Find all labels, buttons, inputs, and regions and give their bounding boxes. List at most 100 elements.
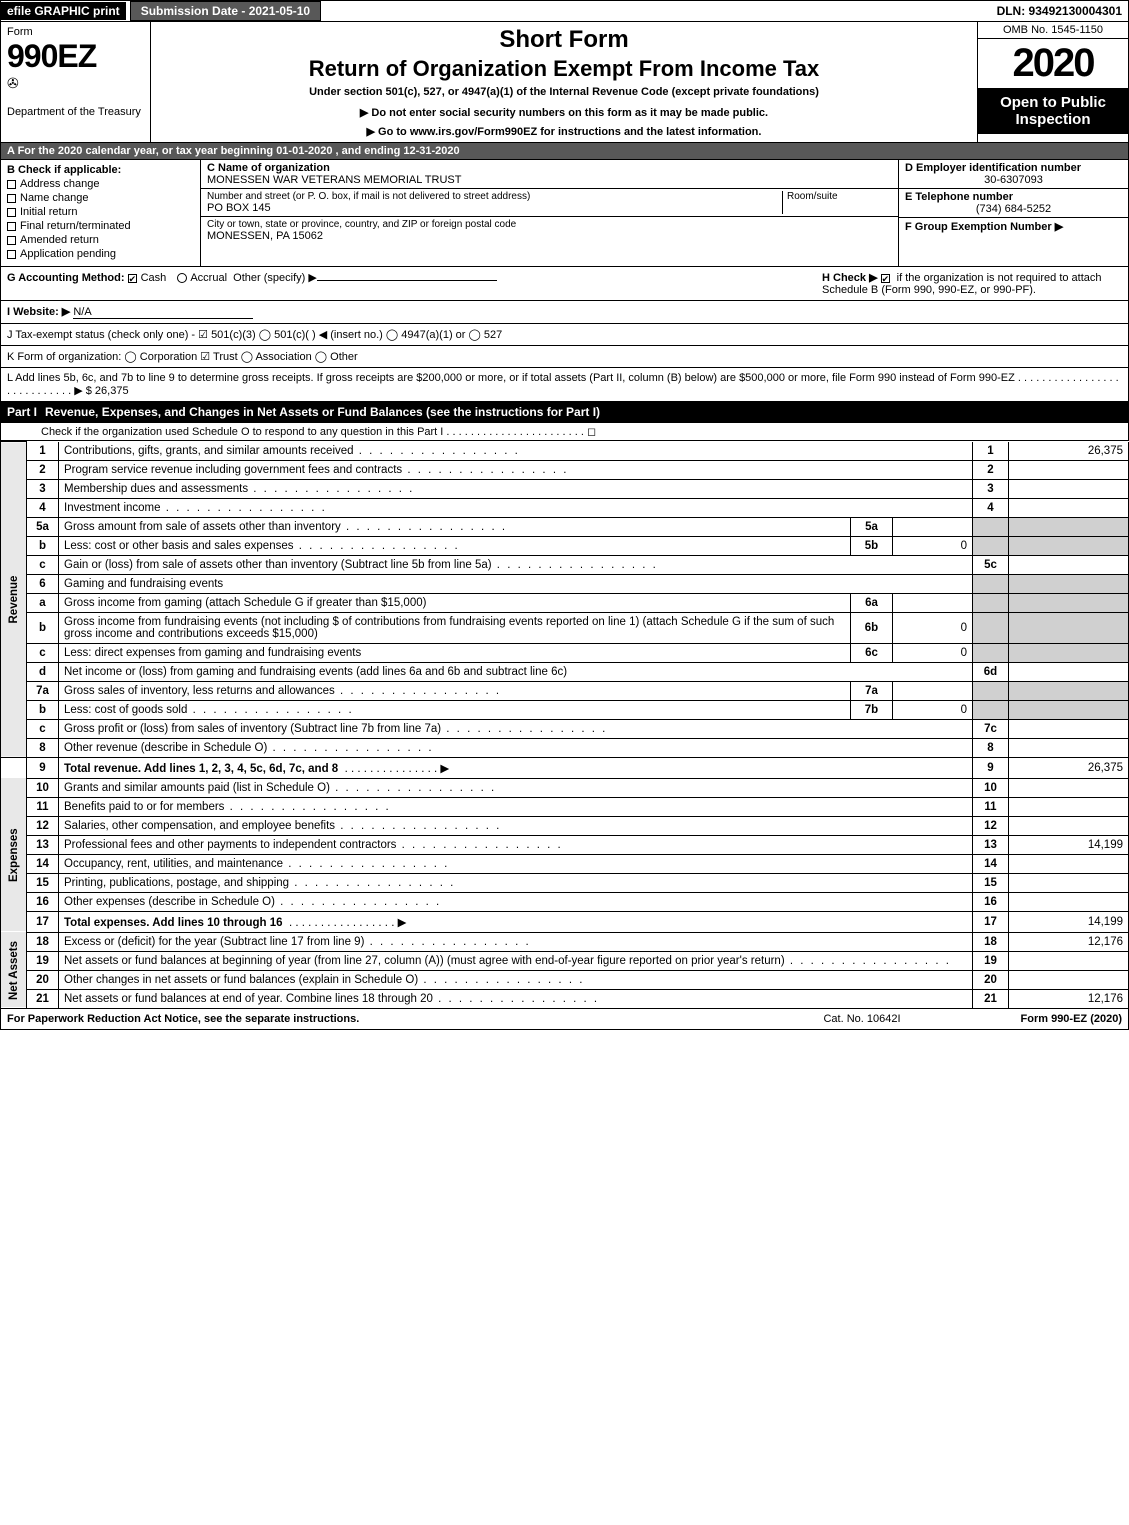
page-footer: For Paperwork Reduction Act Notice, see … [0, 1009, 1129, 1030]
chk-final-return[interactable]: Final return/terminated [7, 220, 194, 232]
row-k: K Form of organization: ◯ Corporation ☑ … [0, 346, 1129, 368]
phone-value: (734) 684-5252 [905, 203, 1122, 215]
line-1: Contributions, gifts, grants, and simila… [59, 442, 973, 461]
line-4: Investment income [59, 498, 973, 517]
chk-application-pending[interactable]: Application pending [7, 248, 194, 260]
line-1-value: 26,375 [1009, 442, 1129, 461]
line-12-value [1009, 816, 1129, 835]
chk-initial-return[interactable]: Initial return [7, 206, 194, 218]
chk-schedule-b[interactable] [881, 274, 890, 283]
line-5c: Gain or (loss) from sale of assets other… [59, 555, 973, 574]
line-6a-value [893, 593, 973, 612]
part1-title: Revenue, Expenses, and Changes in Net As… [45, 405, 1122, 419]
header-right: OMB No. 1545-1150 2020 Open to Public In… [978, 22, 1128, 142]
chk-amended-return[interactable]: Amended return [7, 234, 194, 246]
line-17-value: 14,199 [1009, 911, 1129, 932]
line-5a: Gross amount from sale of assets other t… [59, 517, 851, 536]
line-3: Membership dues and assessments [59, 479, 973, 498]
part1-header: Part I Revenue, Expenses, and Changes in… [0, 402, 1129, 423]
box-c-label: C Name of organization [207, 162, 892, 174]
line-6a: Gross income from gaming (attach Schedul… [59, 593, 851, 612]
line-5a-value [893, 517, 973, 536]
row-h: H Check ▶ if the organization is not req… [822, 271, 1122, 296]
form-word: Form [7, 26, 144, 38]
line-10-value [1009, 778, 1129, 797]
chk-address-change[interactable]: Address change [7, 178, 194, 190]
chk-name-change[interactable]: Name change [7, 192, 194, 204]
top-bar: efile GRAPHIC print Submission Date - 20… [0, 0, 1129, 22]
line-2: Program service revenue including govern… [59, 460, 973, 479]
part1-tag: Part I [7, 405, 37, 419]
chk-cash[interactable] [128, 274, 137, 283]
short-form-title: Short Form [159, 26, 969, 54]
line-21: Net assets or fund balances at end of ye… [59, 989, 973, 1008]
form-header: Form 990EZ ✇ Department of the Treasury … [0, 22, 1129, 143]
line-6c-value: 0 [893, 643, 973, 662]
line-8-value [1009, 738, 1129, 757]
line-15-value [1009, 873, 1129, 892]
box-def: D Employer identification number 30-6307… [898, 160, 1128, 266]
line-7c: Gross profit or (loss) from sales of inv… [59, 719, 973, 738]
expenses-side-label: Expenses [1, 778, 27, 932]
line-20-value [1009, 970, 1129, 989]
box-f-label: F Group Exemption Number ▶ [905, 221, 1063, 233]
part1-table: Revenue 1 Contributions, gifts, grants, … [0, 441, 1129, 1009]
dept-label: Department of the Treasury [7, 106, 144, 118]
line-13-value: 14,199 [1009, 835, 1129, 854]
line-7c-value [1009, 719, 1129, 738]
open-to-public: Open to Public Inspection [978, 88, 1128, 134]
line-5b-value: 0 [893, 536, 973, 555]
line-21-value: 12,176 [1009, 989, 1129, 1008]
line-7a-value [893, 681, 973, 700]
line-16-value [1009, 892, 1129, 911]
row-g-other: Other (specify) ▶ [233, 272, 317, 284]
website-value: N/A [73, 306, 253, 319]
row-i-label: I Website: ▶ [7, 306, 70, 318]
line-7b: Less: cost of goods sold [59, 700, 851, 719]
line-14-value [1009, 854, 1129, 873]
box-b-title: B Check if applicable: [7, 164, 194, 176]
line-11: Benefits paid to or for members [59, 797, 973, 816]
line-15: Printing, publications, postage, and shi… [59, 873, 973, 892]
under-section: Under section 501(c), 527, or 4947(a)(1)… [159, 86, 969, 98]
line-6b-value: 0 [893, 612, 973, 643]
efile-label: efile GRAPHIC print [1, 2, 126, 20]
ein-value: 30-6307093 [905, 174, 1122, 186]
row-j: J Tax-exempt status (check only one) - ☑… [0, 324, 1129, 346]
line-6b: Gross income from fundraising events (no… [59, 612, 851, 643]
dln: DLN: 93492130004301 [991, 2, 1128, 20]
line-5b: Less: cost or other basis and sales expe… [59, 536, 851, 555]
org-name: MONESSEN WAR VETERANS MEMORIAL TRUST [207, 174, 892, 186]
line-11-value [1009, 797, 1129, 816]
city-label: City or town, state or province, country… [207, 219, 892, 230]
chk-accrual[interactable] [177, 273, 187, 283]
line-17: Total expenses. Add lines 10 through 16 … [59, 911, 973, 932]
revenue-side-label: Revenue [1, 442, 27, 758]
addr-label: Number and street (or P. O. box, if mail… [207, 191, 782, 202]
box-b: B Check if applicable: Address change Na… [1, 160, 201, 266]
line-2-value [1009, 460, 1129, 479]
line-6: Gaming and fundraising events [59, 574, 973, 593]
row-g-h: G Accounting Method: Cash Accrual Other … [0, 267, 1129, 301]
line-19: Net assets or fund balances at beginning… [59, 951, 973, 970]
header-left: Form 990EZ ✇ Department of the Treasury [1, 22, 151, 142]
submission-date: Submission Date - 2021-05-10 [130, 1, 321, 21]
line-6d: Net income or (loss) from gaming and fun… [59, 662, 973, 681]
row-i: I Website: ▶ N/A [0, 301, 1129, 324]
line-20: Other changes in net assets or fund bala… [59, 970, 973, 989]
goto-link[interactable]: ▶ Go to www.irs.gov/Form990EZ for instru… [159, 125, 969, 138]
room-label: Room/suite [787, 191, 892, 202]
section-bcdef: B Check if applicable: Address change Na… [0, 160, 1129, 267]
row-g-label: G Accounting Method: [7, 272, 125, 284]
line-12: Salaries, other compensation, and employ… [59, 816, 973, 835]
form-number: 990EZ [7, 38, 144, 75]
tax-year: 2020 [978, 39, 1128, 88]
omb-number: OMB No. 1545-1150 [978, 22, 1128, 39]
line-9-value: 26,375 [1009, 757, 1129, 778]
return-title: Return of Organization Exempt From Incom… [159, 56, 969, 82]
line-18-value: 12,176 [1009, 932, 1129, 951]
line-14: Occupancy, rent, utilities, and maintena… [59, 854, 973, 873]
net-assets-side-label: Net Assets [1, 932, 27, 1008]
box-c: C Name of organization MONESSEN WAR VETE… [201, 160, 898, 266]
line-9: Total revenue. Add lines 1, 2, 3, 4, 5c,… [59, 757, 973, 778]
